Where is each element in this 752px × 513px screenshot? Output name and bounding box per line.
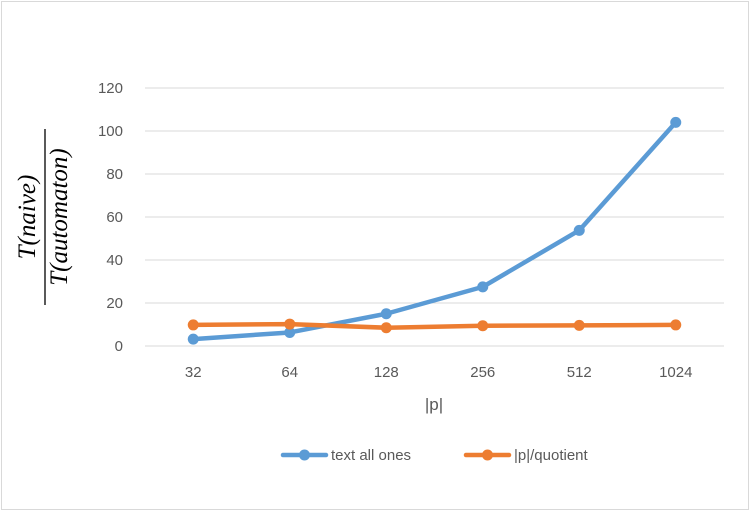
- y-tick-label: 80: [106, 166, 123, 183]
- legend-item: |p|/quotient: [463, 447, 589, 464]
- series-line: [191, 321, 678, 330]
- x-axis-title: |p|: [425, 395, 443, 414]
- series-1: [187, 318, 682, 334]
- data-point: [477, 281, 489, 293]
- legend: text all ones |p|/quotient: [280, 447, 589, 464]
- y-tick-label: 0: [115, 338, 123, 355]
- x-tick-label: 32: [185, 364, 202, 381]
- legend-marker: [482, 449, 493, 461]
- data-point: [187, 319, 199, 331]
- data-point: [573, 319, 585, 331]
- data-point: [380, 322, 392, 334]
- x-tick-label: 128: [374, 364, 399, 381]
- y-axis-title: T(naive) T(automaton): [14, 129, 73, 305]
- legend-item: text all ones: [280, 447, 411, 464]
- y-tick-label: 20: [106, 295, 123, 312]
- y-tick-label: 120: [98, 80, 123, 97]
- legend-marker: [299, 449, 310, 461]
- data-point: [477, 320, 489, 332]
- data-point: [670, 319, 682, 331]
- y-tick-label: 40: [106, 252, 123, 269]
- y-axis-title-numerator: T(naive): [14, 175, 41, 260]
- data-point: [284, 326, 296, 338]
- data-point: [380, 308, 392, 320]
- series-line: [191, 120, 678, 342]
- legend-label: text all ones: [331, 447, 411, 464]
- data-point: [187, 333, 199, 345]
- x-tick-label: 1024: [659, 364, 692, 381]
- x-tick-label: 256: [470, 364, 495, 381]
- x-axis-ticks: 32 64 128 256 512 1024: [185, 364, 693, 381]
- gridlines: [145, 87, 724, 347]
- data-point: [284, 318, 296, 330]
- data-point: [573, 224, 585, 236]
- y-axis-ticks: 0 20 40 60 80 100 120: [98, 80, 123, 355]
- y-axis-title-denominator: T(automaton): [46, 148, 73, 286]
- y-tick-label: 60: [106, 209, 123, 226]
- legend-label: |p|/quotient: [514, 447, 589, 464]
- x-tick-label: 64: [281, 364, 298, 381]
- series-layer: [187, 116, 682, 345]
- y-tick-label: 100: [98, 123, 123, 140]
- series-0: [187, 116, 682, 345]
- x-tick-label: 512: [567, 364, 592, 381]
- data-point: [670, 116, 682, 128]
